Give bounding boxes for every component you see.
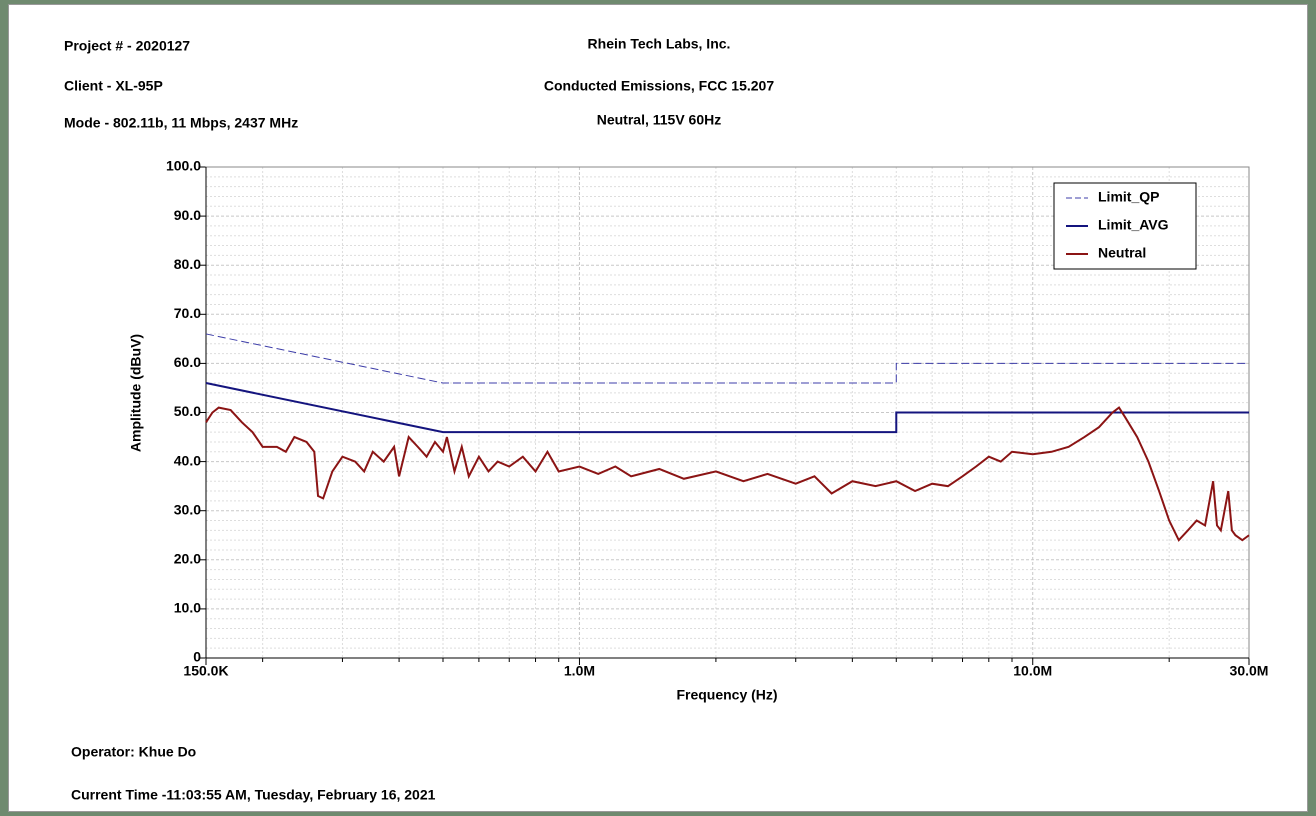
- chart-title: Rhein Tech Labs, Inc.: [588, 36, 731, 52]
- client: Client - XL-95P: [64, 78, 163, 94]
- y-tick-label: 10.0: [174, 600, 201, 616]
- y-tick-label: 0: [193, 649, 201, 665]
- y-tick-label: 50.0: [174, 403, 201, 419]
- y-tick-label: 100.0: [166, 158, 201, 174]
- y-tick-label: 70.0: [174, 305, 201, 321]
- legend-label: Limit_QP: [1098, 189, 1159, 205]
- legend-label: Neutral: [1098, 245, 1146, 261]
- operator: Operator: Khue Do: [71, 744, 196, 760]
- y-tick-label: 20.0: [174, 551, 201, 567]
- series-line: [205, 333, 1249, 384]
- report-frame: Project # - 2020127 Client - XL-95P Mode…: [8, 4, 1308, 812]
- chart: Project # - 2020127 Client - XL-95P Mode…: [64, 36, 1269, 803]
- subtitle: Neutral, 115V 60Hz: [597, 112, 722, 128]
- x-tick-label: 30.0M: [1230, 663, 1269, 679]
- x-tick-label: 10.0M: [1013, 663, 1052, 679]
- y-tick-label: 90.0: [174, 207, 201, 223]
- mode: Mode - 802.11b, 11 Mbps, 2437 MHz: [64, 115, 298, 131]
- subtitle: Conducted Emissions, FCC 15.207: [544, 78, 774, 94]
- y-tick-label: 60.0: [174, 354, 201, 370]
- y-tick-label: 80.0: [174, 256, 201, 272]
- project: Project # - 2020127: [64, 38, 190, 54]
- y-tick-label: 30.0: [174, 501, 201, 517]
- y-axis-label: Amplitude (dBuV): [128, 334, 144, 452]
- series-line: [205, 406, 1250, 542]
- y-tick-label: 40.0: [174, 452, 201, 468]
- legend-label: Limit_AVG: [1098, 217, 1169, 233]
- x-axis-label: Frequency (Hz): [676, 687, 777, 703]
- timestamp: Current Time -11:03:55 AM, Tuesday, Febr…: [71, 787, 436, 803]
- x-tick-label: 1.0M: [564, 663, 595, 679]
- series-line: [205, 382, 1249, 434]
- x-tick-label: 150.0K: [183, 663, 228, 679]
